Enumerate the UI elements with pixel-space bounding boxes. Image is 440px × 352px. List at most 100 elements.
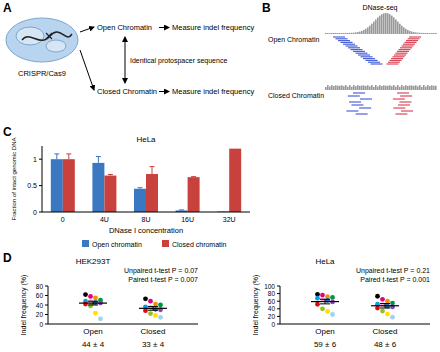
figure: ACRISPR/Cas9Open ChromatinMeasure indel … <box>0 0 440 352</box>
error-bar <box>108 175 113 176</box>
y-tick <box>277 301 280 302</box>
coverage <box>365 86 367 90</box>
read <box>401 110 413 111</box>
y-tick-label: 60 <box>268 298 276 305</box>
coverage <box>343 86 345 90</box>
track-label: Closed Chromatin <box>268 92 324 99</box>
bars <box>51 149 241 212</box>
dot <box>158 303 163 308</box>
coverage <box>417 86 419 90</box>
bar <box>146 174 158 212</box>
coverage <box>379 16 381 34</box>
coverage <box>415 32 417 34</box>
nucleus <box>16 27 44 45</box>
coverage <box>359 32 361 34</box>
error-bar <box>191 176 196 178</box>
coverage <box>353 85 355 90</box>
dna <box>22 32 72 40</box>
coverage <box>403 86 405 90</box>
coverage <box>395 87 397 90</box>
coverage <box>363 30 365 34</box>
coverage <box>393 17 395 34</box>
panel-label: B <box>262 1 271 15</box>
dot <box>325 309 330 314</box>
coverage <box>421 87 423 90</box>
coverage <box>419 85 421 90</box>
x-tick-label: 16U <box>181 216 194 223</box>
cell <box>6 18 78 62</box>
y-tick-label: 0 <box>271 321 275 328</box>
coverage <box>417 33 419 34</box>
read <box>396 53 408 54</box>
read <box>359 107 371 108</box>
read <box>343 44 355 45</box>
coverage <box>407 86 409 90</box>
read <box>348 47 360 48</box>
dot <box>148 299 153 304</box>
bar <box>92 163 104 212</box>
coverage <box>373 22 375 34</box>
y-axis-label: Indel frequency (%) <box>20 275 28 336</box>
read <box>353 51 365 52</box>
error-bar <box>320 299 330 304</box>
read <box>393 56 405 57</box>
x-axis <box>42 212 250 213</box>
coverage <box>423 85 425 90</box>
read <box>346 110 358 111</box>
x-tick-label: Closed <box>373 327 398 336</box>
organelle <box>46 40 66 52</box>
outcome-label: Measure indel frequency <box>172 23 254 32</box>
mean-label: 44 ± 4 <box>82 340 105 349</box>
y-tick <box>45 286 48 287</box>
coverage <box>359 86 361 90</box>
coverage <box>377 17 379 34</box>
y-tick-label: 0 <box>39 321 43 328</box>
read <box>368 62 380 63</box>
coverage <box>371 85 373 90</box>
arrow <box>80 50 94 90</box>
coverage <box>429 86 431 90</box>
y-tick-label: 0 <box>33 209 37 216</box>
read <box>366 60 378 61</box>
y-tick <box>45 314 48 315</box>
y-tick-label: 60 <box>36 292 44 299</box>
arrow <box>159 91 169 92</box>
y-tick-label: 0.5 <box>27 182 37 189</box>
coverage <box>407 30 409 34</box>
coverage <box>387 13 389 34</box>
error-bar <box>88 301 98 305</box>
track-label: Open Chromatin <box>268 36 319 44</box>
coverage <box>409 85 411 90</box>
y-tick <box>277 316 280 317</box>
read <box>388 62 400 63</box>
read <box>356 113 368 114</box>
read <box>346 45 358 46</box>
x-tick-label: Open <box>315 327 335 336</box>
coverage <box>361 31 363 34</box>
read <box>397 92 409 93</box>
read <box>333 36 345 37</box>
y-axis <box>280 286 281 324</box>
coverage <box>383 85 385 90</box>
coverage <box>431 85 433 90</box>
annotation: Unpaired t-test P = 0.07 <box>124 267 198 275</box>
coverage <box>395 19 397 34</box>
coverage <box>355 32 357 34</box>
y-tick-label: 100 <box>264 283 275 290</box>
bar <box>104 176 116 212</box>
coverage <box>329 86 331 90</box>
annotation: Paired t-test P = 0.001 <box>360 276 430 283</box>
coverage <box>339 33 341 34</box>
dot <box>93 295 98 300</box>
read <box>399 49 411 50</box>
cas9-cut <box>46 33 52 39</box>
dot <box>330 312 335 317</box>
y-tick <box>45 295 48 296</box>
coverage <box>397 22 399 34</box>
y-tick-label: 80 <box>36 283 44 290</box>
bar <box>188 177 200 212</box>
y-tick-label: 1 <box>33 156 37 163</box>
coverage <box>399 24 401 34</box>
coverage <box>349 85 351 90</box>
state-label: Open Chromatin <box>97 23 152 32</box>
